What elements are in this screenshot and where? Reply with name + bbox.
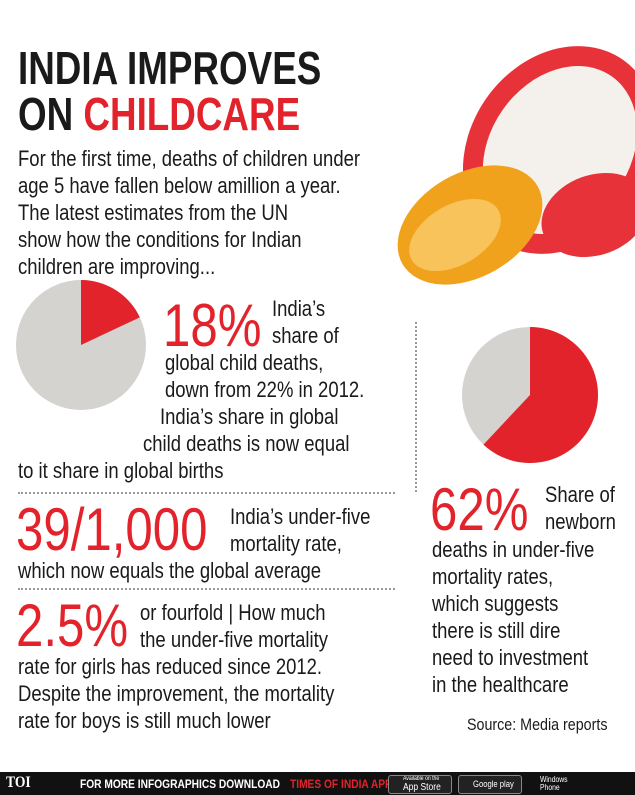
title-highlight: CHILDCARE [83,88,301,140]
stat-text: Share of [545,482,615,507]
intro-line: For the first time, deaths of children u… [18,146,361,171]
stat-text: Despite the improvement, the mortality [18,681,335,706]
footer-text: FOR MORE INFOGRAPHICS DOWNLOAD [80,777,281,791]
stat-text: share of [272,323,339,348]
stat-number: 18% [163,292,262,359]
pie-slice [81,280,140,345]
title: ON CHILDCARE [18,90,300,138]
stat-text: India’s under-five [230,504,371,529]
stat-text: in the healthcare [432,672,569,697]
pacifier [397,46,635,285]
badge-text: Windows [540,775,568,784]
stat-text: rate for boys is still much lower [18,708,271,733]
windows-badge[interactable]: Windows Phone [526,775,576,792]
badge-small: Available on the [403,776,440,782]
google-play-badge[interactable]: Google play [458,775,522,794]
badge-text: App Store [403,782,441,793]
intro-line: children are improving... [18,254,216,279]
intro-line: age 5 have fallen below amillion a year. [18,173,341,198]
stat-text: or fourfold | How much [140,600,326,625]
stat-number: 2.5% [16,592,129,659]
intro-line: The latest estimates from the UN [18,200,289,225]
stat-text: which now equals the global average [18,558,322,583]
stat-text: need to investment [432,645,589,670]
stat-text: India’s [272,296,326,321]
footer-app: TIMES OF INDIA APP [290,777,392,791]
stat-text: which suggests [432,591,559,616]
stat-text: newborn [545,509,616,534]
title: INDIA IMPROVES [18,42,322,94]
stat-text: India’s share in global [160,404,339,429]
stat-text: the under-five mortality [140,627,328,652]
stat-text: down from 22% in 2012. [165,377,365,402]
source: Source: Media reports [467,715,608,734]
intro-line: show how the conditions for Indian [18,227,302,252]
stat-text: mortality rates, [432,564,554,589]
separator [18,588,395,590]
stat-number: 39/1,000 [16,496,208,563]
stat-text: global child deaths, [165,350,324,375]
stat-number: 62% [430,476,529,543]
stat-text: to it share in global births [18,458,224,483]
stat-text: there is still dire [432,618,561,643]
badge-text: Google play [473,779,514,789]
stat-text: deaths in under-five [432,537,595,562]
separator [18,492,395,494]
stat-text: rate for girls has reduced since 2012. [18,654,323,679]
separator [415,322,417,492]
app-store-badge[interactable]: Available on the App Store [388,775,452,794]
footer: TOI FOR MORE INFOGRAPHICS DOWNLOAD TIMES… [0,772,635,795]
stat-text: mortality rate, [230,531,342,556]
pie-slice [483,327,598,464]
brand: TOI [6,774,31,791]
stat-text: child deaths is now equal [143,431,350,456]
badge-text: Phone [540,783,560,792]
title-text: ON [18,88,74,140]
